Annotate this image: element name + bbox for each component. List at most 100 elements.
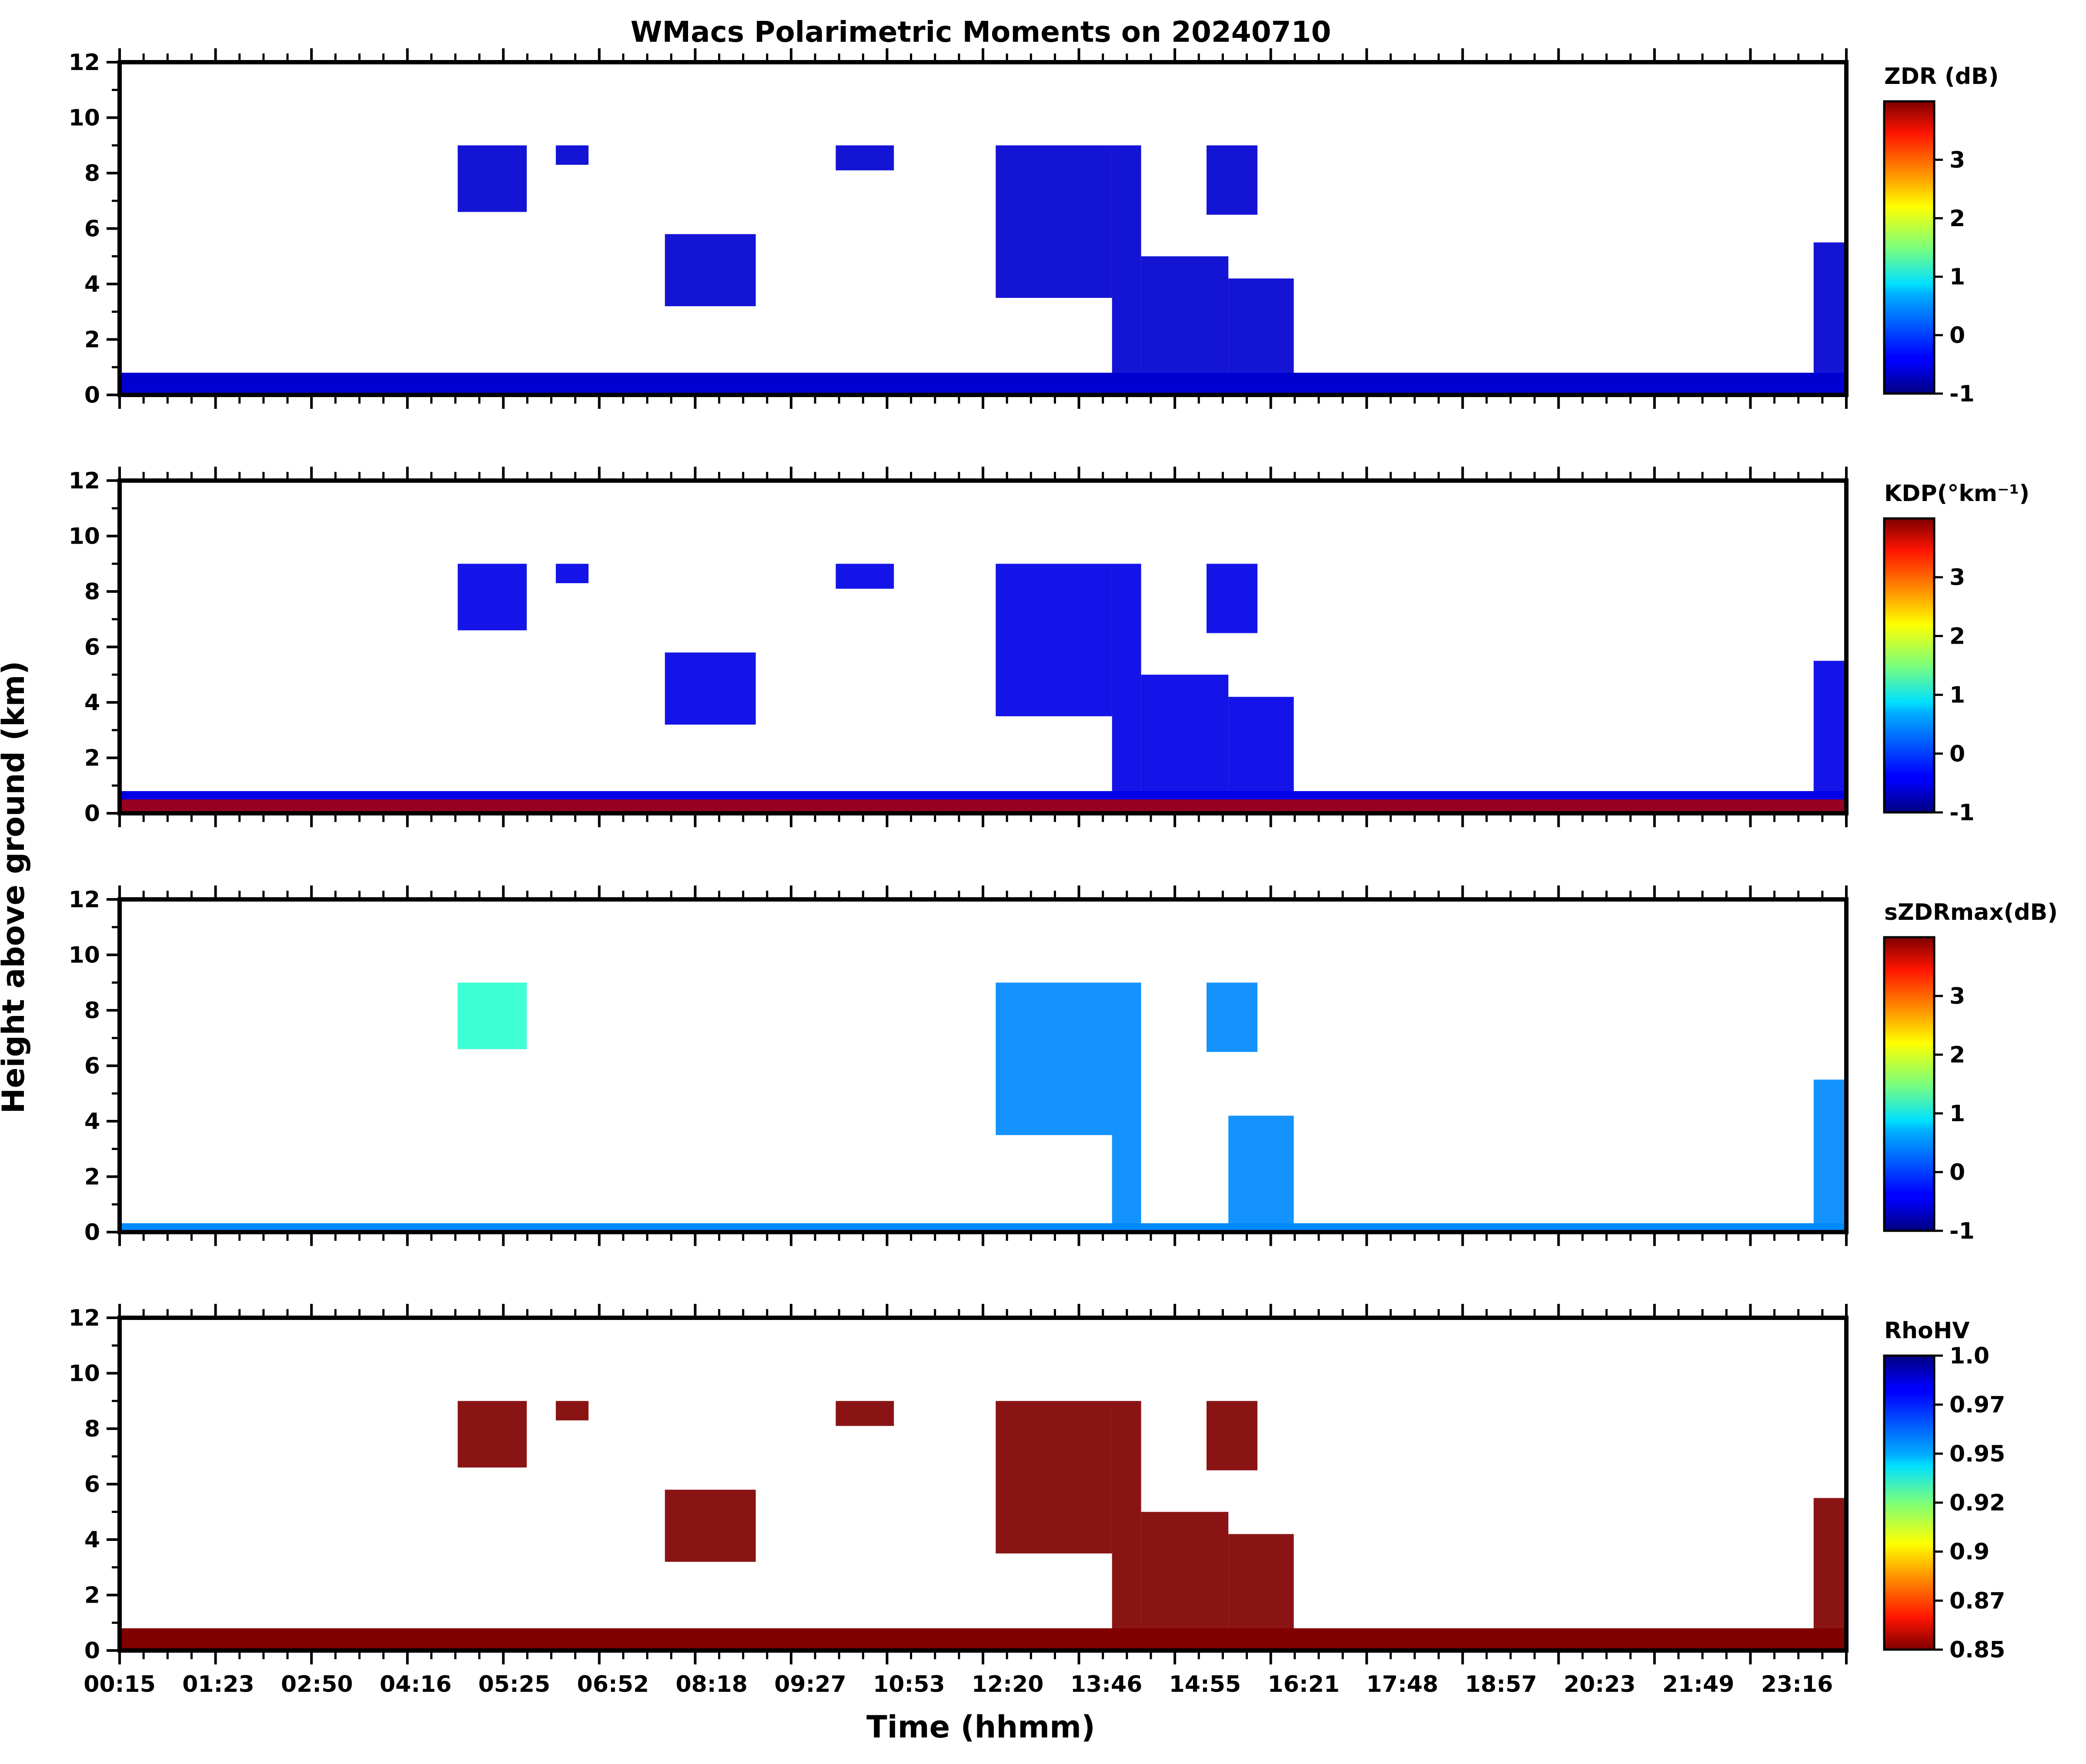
echo-region xyxy=(1207,1401,1257,1470)
colorbar-tick-label: 0 xyxy=(1949,741,1965,767)
x-tick-label: 01:23 xyxy=(182,1671,254,1697)
y-tick-label: 12 xyxy=(69,50,100,76)
y-axis-label: Height above ground (km) xyxy=(0,661,31,1113)
x-tick-label: 18:57 xyxy=(1465,1671,1537,1697)
x-tick-label: 06:52 xyxy=(577,1671,649,1697)
colorbar-label: sZDRmax(dB) xyxy=(1884,899,2058,925)
y-tick-label: 10 xyxy=(69,1361,100,1387)
colorbar-kdp xyxy=(1883,517,1936,814)
colorbar-zdr xyxy=(1883,100,1936,395)
y-tick-label: 0 xyxy=(84,801,100,827)
x-tick-label: 04:16 xyxy=(380,1671,452,1697)
x-tick-label: 12:20 xyxy=(972,1671,1044,1697)
y-tick-label: 0 xyxy=(84,382,100,408)
x-tick-label: 09:27 xyxy=(774,1671,846,1697)
echo-region xyxy=(555,145,589,165)
colorbar-tick-label: 3 xyxy=(1949,983,1965,1009)
x-tick-label: 00:15 xyxy=(84,1671,156,1697)
echo-region xyxy=(1141,256,1229,395)
x-tick-label: 17:48 xyxy=(1366,1671,1438,1697)
echo-region xyxy=(665,652,756,725)
chart-title: WMacs Polarimetric Moments on 20240710 xyxy=(631,15,1331,49)
echo-region xyxy=(1112,564,1141,814)
y-tick-label: 8 xyxy=(84,579,100,605)
echo-region xyxy=(1112,1401,1141,1651)
echo-region xyxy=(1141,1512,1229,1651)
x-tick-label: 05:25 xyxy=(478,1671,551,1697)
echo-region xyxy=(1207,982,1257,1052)
y-tick-label: 6 xyxy=(84,1472,100,1498)
y-tick-label: 4 xyxy=(84,271,100,297)
echo-region xyxy=(1813,1079,1846,1227)
x-tick-label: 23:16 xyxy=(1761,1671,1833,1697)
y-tick-label: 4 xyxy=(84,1109,100,1135)
x-tick-label: 10:53 xyxy=(873,1671,945,1697)
y-tick-label: 10 xyxy=(69,524,100,550)
y-tick-label: 6 xyxy=(84,635,100,661)
colorbar-tick-label: 0.97 xyxy=(1949,1392,2005,1418)
colorbar-tick-label: 1 xyxy=(1949,1101,1965,1127)
echo-region xyxy=(1813,242,1846,390)
echo-region xyxy=(458,1401,527,1468)
x-tick-labels: 00:15 01:23 02:50 04:16 05:25 06:52 08:18 09:27… xyxy=(84,1671,1833,1697)
colorbar-tick-label: 3 xyxy=(1949,565,1965,591)
colorbar-tick-label: -1 xyxy=(1949,1218,1975,1244)
y-tick-label: 12 xyxy=(69,1305,100,1331)
boundary-layer-echo xyxy=(120,1223,1846,1232)
y-tick-label: 10 xyxy=(69,105,100,131)
boundary-layer-high-kdp xyxy=(120,799,1846,813)
y-tick-label: 4 xyxy=(84,1527,100,1553)
colorbar-tick-label: -1 xyxy=(1949,381,1975,407)
y-tick-label: 8 xyxy=(84,160,100,187)
y-tick-label: 12 xyxy=(69,887,100,913)
echo-region xyxy=(458,145,527,212)
echo-region xyxy=(836,1401,894,1426)
y-tick-label: 8 xyxy=(84,1416,100,1442)
y-tick-label: 2 xyxy=(84,327,100,353)
y-tick-label: 4 xyxy=(84,690,100,716)
echo-region xyxy=(555,1401,589,1420)
echo-region xyxy=(1228,1116,1294,1233)
echo-region xyxy=(1112,982,1141,1233)
echo-region xyxy=(996,982,1112,1135)
y-tick-label: 8 xyxy=(84,998,100,1024)
x-tick-label: 21:49 xyxy=(1662,1671,1735,1697)
y-tick-label: 6 xyxy=(84,216,100,242)
colorbar-tick-label: 1.0 xyxy=(1949,1343,1989,1369)
y-tick-label: 2 xyxy=(84,745,100,772)
colorbar-tick-label: 2 xyxy=(1949,206,1965,232)
colorbar-label: ZDR (dB) xyxy=(1884,63,1999,90)
y-tick-label: 0 xyxy=(84,1219,100,1246)
echo-region xyxy=(555,564,589,583)
y-tick-label: 6 xyxy=(84,1053,100,1079)
colorbar-tick-label: 1 xyxy=(1949,264,1965,290)
x-tick-label: 13:46 xyxy=(1070,1671,1143,1697)
x-axis-label: Time (hhmm) xyxy=(866,1709,1095,1745)
colorbar-tick-label: -1 xyxy=(1949,800,1975,826)
colorbar-tick-label: 0.92 xyxy=(1949,1490,2005,1516)
y-tick-label: 10 xyxy=(69,942,100,969)
panel-frame xyxy=(117,897,1849,1234)
colorbar-tick-label: 0.9 xyxy=(1949,1539,1989,1565)
echo-region xyxy=(836,564,894,589)
colorbar-tick-label: 2 xyxy=(1949,1042,1965,1068)
colorbar-tick-label: 0.87 xyxy=(1949,1588,2005,1614)
x-tick-label: 14:55 xyxy=(1169,1671,1241,1697)
panel-frame xyxy=(117,478,1849,815)
echo-region xyxy=(996,564,1112,716)
panel-frame xyxy=(117,1316,1849,1653)
boundary-layer-echo xyxy=(120,373,1846,395)
echo-region xyxy=(1813,661,1846,808)
echo-region xyxy=(1207,145,1257,215)
colorbar-tick-label: 0.85 xyxy=(1949,1637,2005,1663)
echo-region xyxy=(1141,675,1229,814)
boundary-layer-echo xyxy=(120,1628,1846,1650)
x-tick-label: 20:23 xyxy=(1564,1671,1636,1697)
panel-frame xyxy=(117,60,1849,397)
